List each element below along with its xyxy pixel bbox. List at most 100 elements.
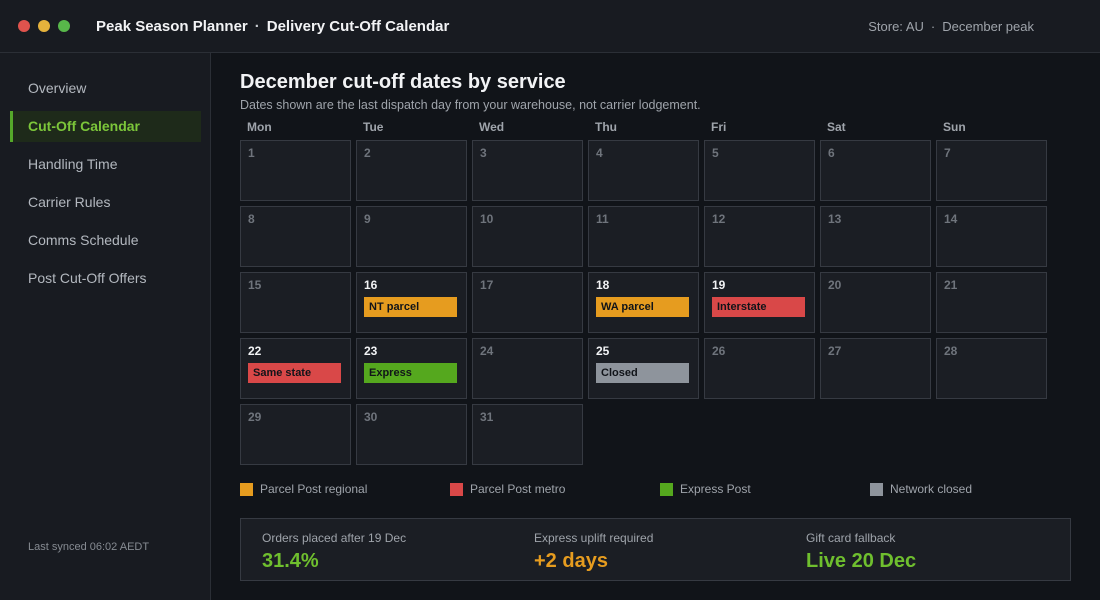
calendar-day[interactable]: 4: [588, 140, 699, 201]
day-number: 8: [248, 212, 255, 226]
page-subheading: Dates shown are the last dispatch day fr…: [240, 98, 701, 112]
weekday-header: Mon: [247, 120, 272, 134]
day-number: 23: [364, 344, 378, 358]
calendar-day[interactable]: 12: [704, 206, 815, 267]
legend-item: Parcel Post metro: [450, 482, 565, 496]
close-window-button[interactable]: [18, 20, 30, 32]
sidebar-item-comms-schedule[interactable]: Comms Schedule: [28, 232, 139, 248]
stat-value: +2 days: [534, 550, 608, 572]
calendar-day[interactable]: 1: [240, 140, 351, 201]
day-number: 12: [712, 212, 726, 226]
legend-label: Express Post: [680, 482, 751, 496]
calendar-day[interactable]: 15: [240, 272, 351, 333]
day-number: 10: [480, 212, 494, 226]
calendar-day[interactable]: 16 NT parcel: [356, 272, 467, 333]
meta-separator: ·: [930, 19, 936, 34]
calendar-day[interactable]: 9: [356, 206, 467, 267]
day-number: 11: [596, 212, 609, 226]
title-bar: Peak Season Planner · Delivery Cut-Off Cal…: [0, 0, 1100, 53]
legend-label: Network closed: [890, 482, 973, 496]
legend-swatch: [450, 483, 463, 496]
stat-label: Express uplift required: [534, 531, 654, 545]
weekday-header: Sun: [943, 120, 966, 134]
sidebar-item-cut-off-calendar[interactable]: Cut-Off Calendar: [10, 111, 201, 142]
day-number: 2: [364, 146, 371, 160]
legend-swatch: [240, 483, 253, 496]
calendar-day[interactable]: 8: [240, 206, 351, 267]
calendar-day[interactable]: 3: [472, 140, 583, 201]
sidebar-item-post-cut-off-offers[interactable]: Post Cut-Off Offers: [28, 270, 147, 286]
calendar-day[interactable]: 27: [820, 338, 931, 399]
day-number: 26: [712, 344, 726, 358]
day-number: 1: [248, 146, 255, 160]
calendar-day[interactable]: 18 WA parcel: [588, 272, 699, 333]
page-heading: December cut-off dates by service: [240, 71, 566, 93]
calendar-day[interactable]: 22 Same state: [240, 338, 351, 399]
calendar-day[interactable]: 6: [820, 140, 931, 201]
cutoff-event-tag[interactable]: Same state: [248, 363, 341, 383]
day-number: 28: [944, 344, 958, 358]
legend-swatch: [660, 483, 673, 496]
calendar-day[interactable]: 30: [356, 404, 467, 465]
app-title: Peak Season Planner · Delivery Cut-Off Cal…: [96, 18, 449, 35]
calendar-day[interactable]: 5: [704, 140, 815, 201]
weekday-header: Tue: [363, 120, 384, 134]
day-number: 29: [248, 410, 262, 424]
legend-item: Parcel Post regional: [240, 482, 367, 496]
minimize-window-button[interactable]: [38, 20, 50, 32]
calendar-day[interactable]: 14: [936, 206, 1047, 267]
cutoff-event-tag[interactable]: WA parcel: [596, 297, 689, 317]
cutoff-event-tag[interactable]: Interstate: [712, 297, 805, 317]
day-number: 13: [828, 212, 842, 226]
day-number: 30: [364, 410, 378, 424]
sidebar-item-overview[interactable]: Overview: [28, 80, 87, 96]
calendar-day[interactable]: 13: [820, 206, 931, 267]
season-label: December peak: [942, 19, 1034, 34]
weekday-header: Thu: [595, 120, 617, 134]
maximize-window-button[interactable]: [58, 20, 70, 32]
calendar-day[interactable]: 24: [472, 338, 583, 399]
main-content: December cut-off dates by service Dates …: [211, 53, 1100, 600]
day-number: 18: [596, 278, 610, 292]
sidebar-item-carrier-rules[interactable]: Carrier Rules: [28, 194, 111, 210]
weekday-header: Sat: [827, 120, 846, 134]
calendar-day[interactable]: 20: [820, 272, 931, 333]
calendar-day[interactable]: 29: [240, 404, 351, 465]
calendar-day[interactable]: 23 Express: [356, 338, 467, 399]
day-number: 27: [828, 344, 842, 358]
day-number: 6: [828, 146, 835, 160]
app-name: Peak Season Planner: [96, 18, 248, 35]
calendar-day[interactable]: 19 Interstate: [704, 272, 815, 333]
day-number: 15: [248, 278, 262, 292]
summary-stats: Orders placed after 19 Dec 31.4% Express u…: [240, 518, 1071, 581]
weekday-header: Wed: [479, 120, 505, 134]
calendar-day[interactable]: 25 Closed: [588, 338, 699, 399]
calendar-day[interactable]: 7: [936, 140, 1047, 201]
last-synced: Last synced 06:02 AEDT: [28, 541, 150, 553]
calendar-day[interactable]: 2: [356, 140, 467, 201]
title-separator: ·: [254, 18, 260, 35]
calendar-day[interactable]: 21: [936, 272, 1047, 333]
day-number: 9: [364, 212, 371, 226]
calendar-day[interactable]: 10: [472, 206, 583, 267]
cutoff-event-tag[interactable]: NT parcel: [364, 297, 457, 317]
calendar-day[interactable]: 11: [588, 206, 699, 267]
stat-value: 31.4%: [262, 550, 319, 572]
calendar-day[interactable]: 26: [704, 338, 815, 399]
day-number: 25: [596, 344, 610, 358]
calendar-day[interactable]: 17: [472, 272, 583, 333]
legend-item: Network closed: [870, 482, 972, 496]
day-number: 19: [712, 278, 726, 292]
store-label: Store: AU: [868, 19, 924, 34]
legend-item: Express Post: [660, 482, 751, 496]
calendar-day[interactable]: 31: [472, 404, 583, 465]
day-number: 17: [480, 278, 494, 292]
sidebar-item-handling-time[interactable]: Handling Time: [28, 156, 118, 172]
legend-label: Parcel Post regional: [260, 482, 368, 496]
cutoff-event-tag[interactable]: Closed: [596, 363, 689, 383]
calendar-day[interactable]: 28: [936, 338, 1047, 399]
legend-swatch: [870, 483, 883, 496]
day-number: 24: [480, 344, 494, 358]
cutoff-event-tag[interactable]: Express: [364, 363, 457, 383]
stat-value: Live 20 Dec: [806, 550, 917, 572]
